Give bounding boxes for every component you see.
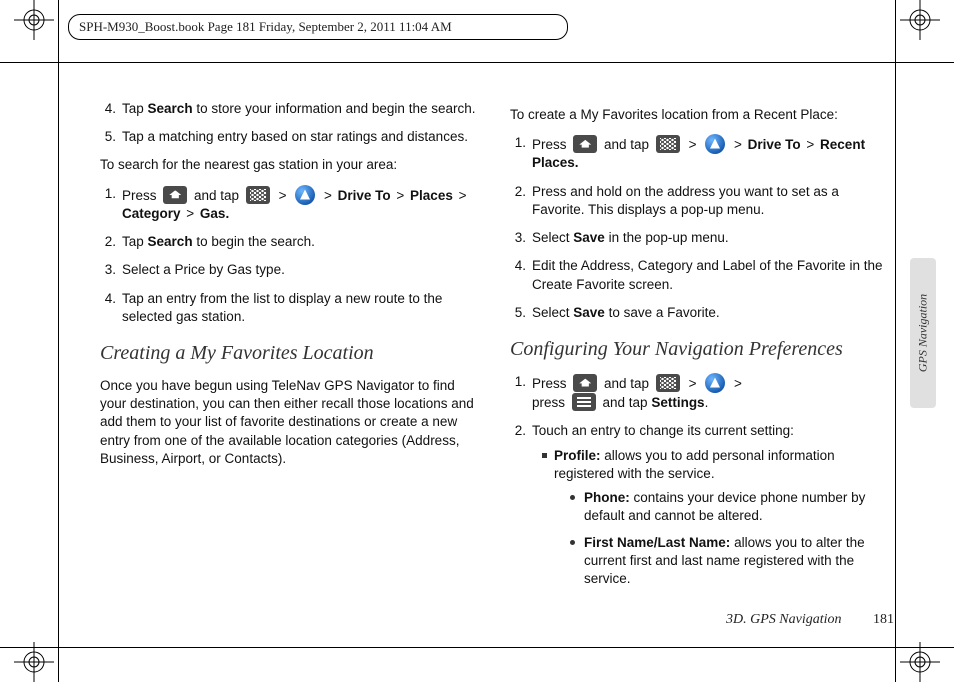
section-heading: Creating a My Favorites Location	[100, 340, 482, 367]
menu-icon	[572, 393, 596, 411]
crop-rule-left	[58, 0, 59, 682]
crop-rule-right	[895, 0, 896, 682]
step-text: Tap an entry from the list to display a …	[122, 290, 482, 326]
page-number: 181	[873, 612, 894, 627]
list-item: 2. Touch an entry to change its current …	[510, 422, 892, 596]
step-text: Select a Price by Gas type.	[122, 261, 482, 279]
list-item: 3. Select a Price by Gas type.	[100, 261, 482, 279]
registration-mark-top-right	[900, 0, 940, 40]
step-number: 2.	[510, 183, 532, 219]
step-text: Touch an entry to change its current set…	[532, 422, 892, 596]
registration-mark-bottom-left	[14, 642, 54, 682]
profile-list: Profile: allows you to add personal info…	[532, 447, 892, 589]
gas-steps: 1. Press and tap > > Drive To > Places >…	[100, 185, 482, 326]
step-text: Tap Search to store your information and…	[122, 100, 482, 118]
step-text: Press and tap > > Drive To > Places > Ca…	[122, 185, 482, 223]
step-number: 4.	[510, 257, 532, 293]
apps-icon	[246, 186, 270, 204]
list-item: 3. Select Save in the pop-up menu.	[510, 229, 892, 247]
step-text: Press and tap > > Drive To > Recent Plac…	[532, 134, 892, 172]
step-number: 1.	[100, 185, 122, 223]
list-item: 4. Edit the Address, Category and Label …	[510, 257, 892, 293]
step-text: Select Save to save a Favorite.	[532, 304, 892, 322]
crop-rule-bottom	[0, 647, 954, 648]
list-item: 2. Press and hold on the address you wan…	[510, 183, 892, 219]
nav-icon	[705, 134, 725, 154]
lead-text: To create a My Favorites location from a…	[510, 106, 892, 124]
home-icon	[573, 374, 597, 392]
header-text: SPH-M930_Boost.book Page 181 Friday, Sep…	[79, 19, 452, 34]
section-heading: Configuring Your Navigation Preferences	[510, 336, 892, 363]
right-column: To create a My Favorites location from a…	[510, 100, 892, 600]
step-number: 2.	[100, 233, 122, 251]
step-text: Tap a matching entry based on star ratin…	[122, 128, 482, 146]
favorites-steps: 1. Press and tap > > Drive To > Recent P…	[510, 134, 892, 322]
list-item: 1. Press and tap > > press and tap Setti…	[510, 373, 892, 412]
left-list-continued: 4. Tap Search to store your information …	[100, 100, 482, 146]
paragraph: Once you have begun using TeleNav GPS Na…	[100, 377, 482, 468]
page: SPH-M930_Boost.book Page 181 Friday, Sep…	[0, 0, 954, 682]
step-text: Press and hold on the address you want t…	[532, 183, 892, 219]
list-item: 1. Press and tap > > Drive To > Recent P…	[510, 134, 892, 172]
apps-icon	[656, 374, 680, 392]
footer: 3D. GPS Navigation 181	[726, 612, 894, 628]
step-number: 2.	[510, 422, 532, 596]
nav-icon	[295, 185, 315, 205]
home-icon	[573, 135, 597, 153]
step-number: 5.	[510, 304, 532, 322]
step-text: Edit the Address, Category and Label of …	[532, 257, 892, 293]
side-tab-label: GPS Navigation	[916, 294, 931, 372]
list-item: First Name/Last Name: allows you to alte…	[570, 534, 892, 589]
side-tab: GPS Navigation	[910, 258, 936, 408]
registration-mark-bottom-right	[900, 642, 940, 682]
footer-section: 3D. GPS Navigation	[726, 612, 842, 627]
list-item: 4. Tap Search to store your information …	[100, 100, 482, 118]
step-number: 1.	[510, 373, 532, 412]
list-item: 1. Press and tap > > Drive To > Places >…	[100, 185, 482, 223]
left-column: 4. Tap Search to store your information …	[100, 100, 482, 600]
step-number: 3.	[510, 229, 532, 247]
step-number: 5.	[100, 128, 122, 146]
framemaker-header: SPH-M930_Boost.book Page 181 Friday, Sep…	[68, 14, 568, 40]
step-number: 4.	[100, 100, 122, 118]
step-number: 4.	[100, 290, 122, 326]
step-text: Tap Search to begin the search.	[122, 233, 482, 251]
step-number: 3.	[100, 261, 122, 279]
list-item: 5. Tap a matching entry based on star ra…	[100, 128, 482, 146]
list-item: 4. Tap an entry from the list to display…	[100, 290, 482, 326]
nav-icon	[705, 373, 725, 393]
profile-sublist: Phone: contains your device phone number…	[554, 489, 892, 588]
list-item: Profile: allows you to add personal info…	[542, 447, 892, 589]
home-icon	[163, 186, 187, 204]
lead-text: To search for the nearest gas station in…	[100, 156, 482, 174]
list-item: 5. Select Save to save a Favorite.	[510, 304, 892, 322]
registration-mark-top-left	[14, 0, 54, 40]
step-text: Select Save in the pop-up menu.	[532, 229, 892, 247]
config-steps: 1. Press and tap > > press and tap Setti…	[510, 373, 892, 596]
step-text: Press and tap > > press and tap Settings…	[532, 373, 892, 412]
step-number: 1.	[510, 134, 532, 172]
list-item: Phone: contains your device phone number…	[570, 489, 892, 525]
list-item: 2. Tap Search to begin the search.	[100, 233, 482, 251]
crop-rule-top	[0, 62, 954, 63]
apps-icon	[656, 135, 680, 153]
content: 4. Tap Search to store your information …	[100, 100, 892, 600]
